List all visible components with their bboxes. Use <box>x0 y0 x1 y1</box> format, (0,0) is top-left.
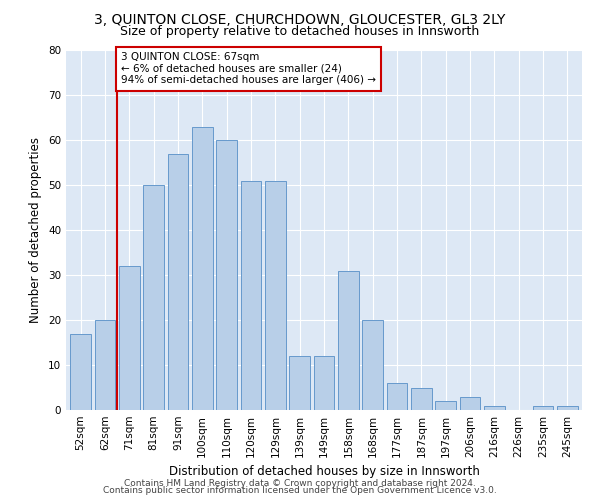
Bar <box>119 266 140 410</box>
Bar <box>192 126 212 410</box>
Bar <box>436 401 456 410</box>
Text: 3, QUINTON CLOSE, CHURCHDOWN, GLOUCESTER, GL3 2LY: 3, QUINTON CLOSE, CHURCHDOWN, GLOUCESTER… <box>94 12 506 26</box>
Bar <box>484 406 505 410</box>
X-axis label: Distribution of detached houses by size in Innsworth: Distribution of detached houses by size … <box>169 466 479 478</box>
Bar <box>167 154 188 410</box>
Bar <box>533 406 553 410</box>
Bar <box>557 406 578 410</box>
Bar <box>143 185 164 410</box>
Bar <box>411 388 432 410</box>
Bar <box>95 320 115 410</box>
Text: Size of property relative to detached houses in Innsworth: Size of property relative to detached ho… <box>121 25 479 38</box>
Bar <box>386 383 407 410</box>
Bar <box>216 140 237 410</box>
Bar <box>362 320 383 410</box>
Y-axis label: Number of detached properties: Number of detached properties <box>29 137 43 323</box>
Bar <box>265 180 286 410</box>
Bar <box>289 356 310 410</box>
Bar <box>460 396 481 410</box>
Bar <box>70 334 91 410</box>
Text: Contains HM Land Registry data © Crown copyright and database right 2024.: Contains HM Land Registry data © Crown c… <box>124 478 476 488</box>
Bar <box>314 356 334 410</box>
Text: 3 QUINTON CLOSE: 67sqm
← 6% of detached houses are smaller (24)
94% of semi-deta: 3 QUINTON CLOSE: 67sqm ← 6% of detached … <box>121 52 376 86</box>
Text: Contains public sector information licensed under the Open Government Licence v3: Contains public sector information licen… <box>103 486 497 495</box>
Bar <box>338 270 359 410</box>
Bar <box>241 180 262 410</box>
